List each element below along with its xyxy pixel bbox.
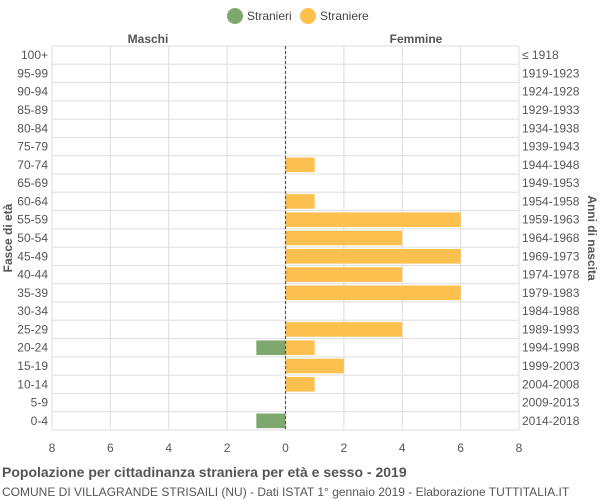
- legend-item-male[interactable]: Stranieri: [227, 6, 292, 26]
- birth-year-label: 1989-1993: [522, 322, 580, 336]
- bar-female: [285, 358, 344, 374]
- birth-year-label: 1964-1968: [522, 231, 580, 245]
- age-group-label: 15-19: [17, 359, 48, 373]
- x-tick-label: 2: [341, 441, 348, 455]
- age-group-label: 95-99: [17, 66, 48, 80]
- birth-year-label: 2004-2008: [522, 377, 580, 391]
- x-tick-label: 0: [282, 441, 289, 455]
- age-group-label: 30-34: [17, 304, 48, 318]
- legend-label-female: Straniere: [320, 9, 369, 23]
- legend-label-male: Stranieri: [247, 9, 292, 23]
- age-group-label: 65-69: [17, 176, 48, 190]
- age-group-label: 100+: [21, 48, 48, 62]
- birth-year-label: 1974-1978: [522, 268, 580, 282]
- age-group-label: 25-29: [17, 322, 48, 336]
- age-group-label: 35-39: [17, 286, 48, 300]
- bar-female: [285, 376, 315, 392]
- age-group-label: 70-74: [17, 158, 48, 172]
- birth-year-label: 2014-2018: [522, 414, 580, 428]
- bar-female: [285, 322, 403, 337]
- birth-year-label: 1984-1988: [522, 304, 580, 318]
- y-axis-title-right: Anni di nascita: [585, 195, 599, 281]
- x-tick-label: 4: [399, 441, 406, 455]
- birth-year-label: 1934-1938: [522, 121, 580, 135]
- x-tick-label: 4: [165, 441, 172, 455]
- birth-year-label: 1954-1958: [522, 194, 580, 208]
- bar-female: [285, 157, 315, 173]
- legend-swatch-male: [227, 8, 243, 24]
- bar-female: [285, 267, 403, 282]
- birth-year-label: 1999-2003: [522, 359, 580, 373]
- age-group-label: 40-44: [17, 268, 48, 282]
- birth-year-label: 1994-1998: [522, 341, 580, 355]
- age-group-label: 60-64: [17, 194, 48, 208]
- age-group-label: 75-79: [17, 140, 48, 154]
- bar-male: [256, 340, 286, 356]
- age-group-label: 90-94: [17, 85, 48, 99]
- x-tick-label: 8: [516, 441, 523, 455]
- birth-year-label: 1929-1933: [522, 103, 580, 117]
- y-axis-title-left: Fasce di età: [1, 203, 15, 272]
- age-group-label: 5-9: [31, 396, 49, 410]
- x-tick-label: 8: [49, 441, 56, 455]
- birth-year-label: ≤ 1918: [522, 48, 559, 62]
- birth-year-label: 1919-1923: [522, 66, 580, 80]
- x-tick-label: 6: [457, 441, 464, 455]
- legend-item-female[interactable]: Straniere: [300, 6, 369, 26]
- birth-year-label: 1979-1983: [522, 286, 580, 300]
- x-tick-label: 2: [224, 441, 231, 455]
- bar-female: [285, 212, 461, 228]
- age-group-label: 55-59: [17, 213, 48, 227]
- age-group-label: 85-89: [17, 103, 48, 117]
- bar-female: [285, 194, 315, 209]
- bar-female: [285, 248, 461, 264]
- birth-year-label: 1939-1943: [522, 140, 580, 154]
- bar-female: [285, 230, 403, 246]
- left-header-label: Maschi: [128, 32, 169, 46]
- legend: Stranieri Straniere: [0, 6, 600, 26]
- bar-female: [285, 340, 315, 356]
- chart-title: Popolazione per cittadinanza straniera p…: [2, 464, 407, 480]
- birth-year-label: 1944-1948: [522, 158, 580, 172]
- right-header-label: Femmine: [390, 32, 443, 46]
- age-group-label: 45-49: [17, 249, 48, 263]
- bar-male: [256, 413, 286, 429]
- x-tick-label: 6: [107, 441, 114, 455]
- age-group-label: 10-14: [17, 377, 48, 391]
- age-group-label: 20-24: [17, 341, 48, 355]
- bar-female: [285, 285, 461, 301]
- birth-year-label: 1949-1953: [522, 176, 580, 190]
- birth-year-label: 1969-1973: [522, 249, 580, 263]
- age-group-label: 0-4: [31, 414, 49, 428]
- age-group-label: 50-54: [17, 231, 48, 245]
- birth-year-label: 2009-2013: [522, 396, 580, 410]
- age-group-label: 80-84: [17, 121, 48, 135]
- birth-year-label: 1959-1963: [522, 213, 580, 227]
- birth-year-label: 1924-1928: [522, 85, 580, 99]
- legend-swatch-female: [300, 8, 316, 24]
- chart-subtitle: COMUNE DI VILLAGRANDE STRISAILI (NU) - D…: [2, 485, 570, 499]
